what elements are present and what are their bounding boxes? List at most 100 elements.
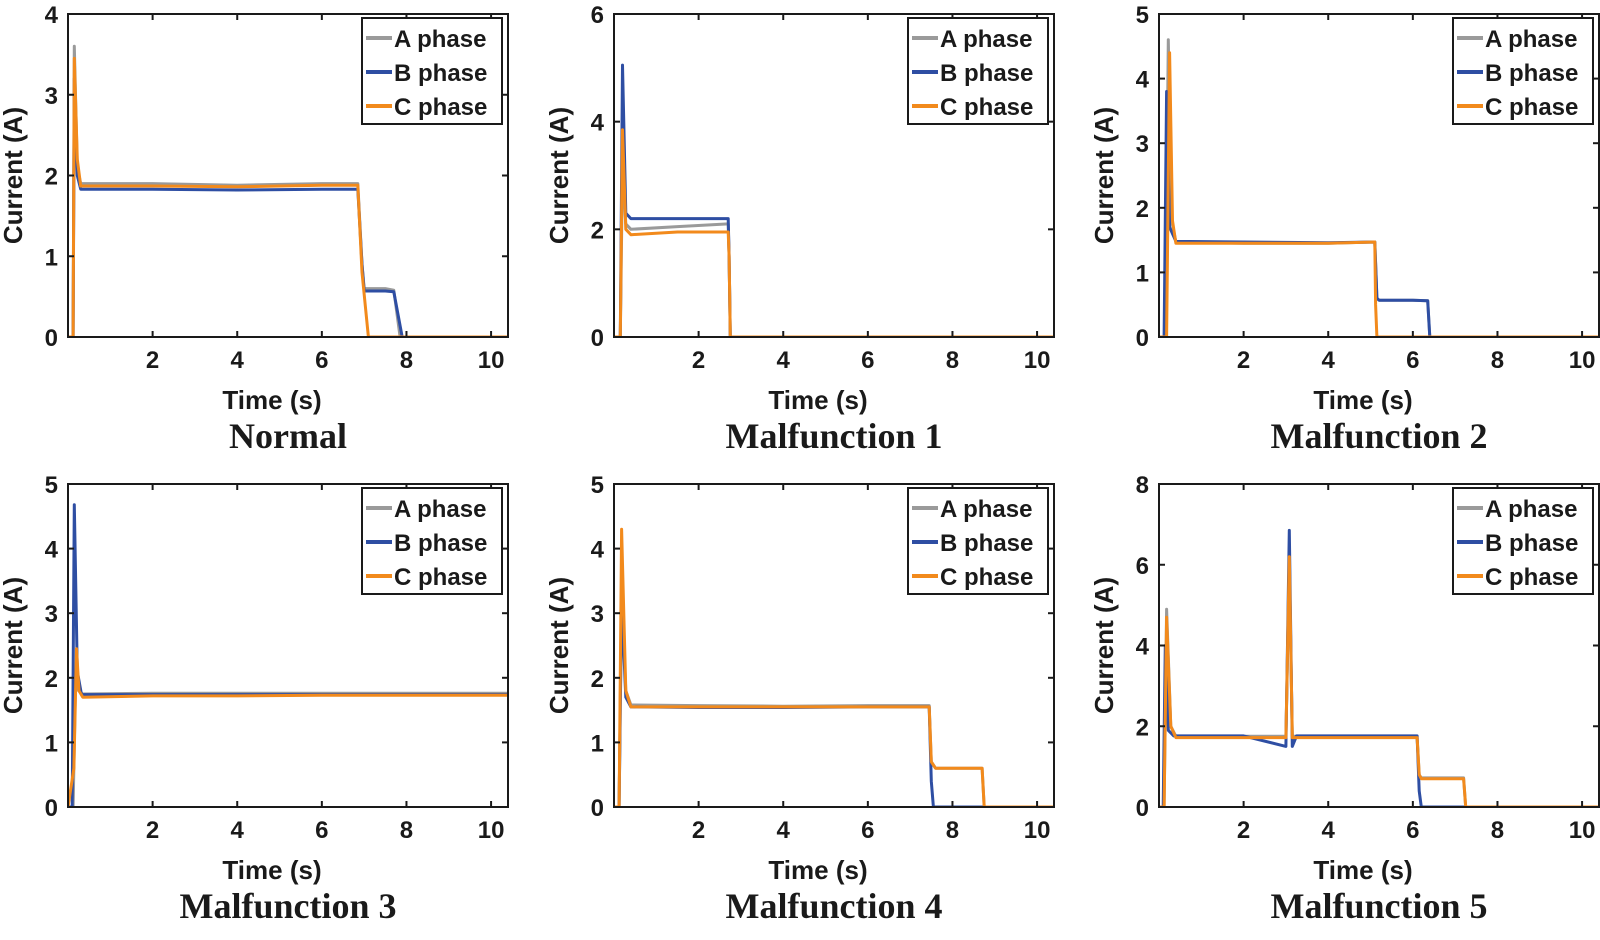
x-tick-label: 10 (1569, 817, 1596, 844)
y-tick-label: 4 (1136, 67, 1150, 94)
legend-entry: A phase (1485, 26, 1577, 53)
legend-entry: C phase (1485, 94, 1578, 121)
legend: A phase B phase C phase (1452, 17, 1594, 125)
series-group (1159, 528, 1599, 807)
y-tick-label: 3 (591, 601, 604, 628)
series-line-c (614, 527, 1054, 807)
y-axis-label: Current (A) (1089, 577, 1119, 714)
series-line-a (1159, 563, 1599, 807)
x-axis-label: Time (s) (222, 855, 321, 885)
x-tick-label: 6 (861, 817, 874, 844)
y-tick-label: 0 (1136, 795, 1149, 822)
series-line-c (614, 128, 1054, 337)
legend-entry: A phase (394, 26, 486, 53)
x-tick-label: 8 (400, 347, 413, 374)
series-line-c (1159, 51, 1599, 337)
x-tick-label: 10 (478, 817, 505, 844)
x-tick-label: 8 (1491, 817, 1504, 844)
legend: A phase B phase C phase (907, 487, 1049, 595)
legend-entry: A phase (940, 26, 1032, 53)
y-axis-label: Current (A) (544, 107, 574, 244)
legend-entry: C phase (1485, 564, 1578, 591)
legend-entry: A phase (940, 496, 1032, 523)
y-tick-label: 5 (45, 472, 58, 499)
series-line-c (1159, 555, 1599, 807)
x-tick-label: 4 (231, 817, 245, 844)
series-group (1159, 38, 1599, 337)
x-axis-label: Time (s) (222, 385, 321, 415)
axes-frame (613, 483, 1055, 808)
x-tick-label: 10 (478, 347, 505, 374)
y-tick-label: 3 (45, 601, 58, 628)
legend-entry: C phase (940, 94, 1033, 121)
axes-frame (67, 483, 509, 808)
y-tick-label: 3 (1136, 131, 1149, 158)
series-line-c (68, 647, 508, 807)
y-tick-label: 6 (591, 2, 604, 29)
y-tick-label: 2 (591, 666, 604, 693)
legend: A phase B phase C phase (361, 17, 503, 125)
x-tick-label: 4 (231, 347, 245, 374)
y-tick-label: 0 (45, 325, 58, 352)
x-tick-label: 8 (400, 817, 413, 844)
chart-panel-2: 2 4 6 8 10 0 2 4 6 Time (s) Current (A) Malfunction… (544, 2, 1055, 456)
y-tick-label: 2 (591, 217, 604, 244)
series-group (68, 44, 508, 337)
x-tick-label: 2 (1237, 347, 1250, 374)
y-tick-label: 4 (45, 537, 59, 564)
y-axis-label: Current (A) (1089, 107, 1119, 244)
legend: A phase B phase C phase (907, 17, 1049, 125)
y-axis-label: Current (A) (0, 577, 28, 714)
y-tick-label: 2 (45, 164, 58, 191)
x-tick-label: 4 (777, 817, 791, 844)
legend-entry: B phase (1485, 530, 1578, 557)
y-tick-label: 0 (591, 795, 604, 822)
y-axis-label: Current (A) (0, 107, 28, 244)
x-tick-label: 2 (1237, 817, 1250, 844)
panel-caption: Normal (229, 416, 347, 456)
chart-panel-1: 2 4 6 8 10 0 1 2 3 4 Time (s) Current (A) Normal A ph… (0, 2, 509, 456)
x-axis-label: Time (s) (768, 385, 867, 415)
y-tick-label: 4 (591, 110, 605, 137)
y-tick-label: 5 (591, 472, 604, 499)
series-line-a (614, 163, 1054, 337)
legend-entry: A phase (1485, 496, 1577, 523)
y-tick-label: 1 (45, 730, 58, 757)
series-line-b (1159, 90, 1599, 337)
chart-panel-6: 2 4 6 8 10 0 2 4 6 8 Time (s) Current (A) Malfunctio… (1089, 472, 1600, 926)
y-tick-label: 1 (45, 244, 58, 271)
axes-frame (1158, 13, 1600, 338)
y-tick-label: 2 (1136, 196, 1149, 223)
x-tick-label: 6 (315, 817, 328, 844)
panel-caption: Malfunction 3 (179, 886, 396, 926)
series-group (68, 503, 508, 807)
legend-entry: B phase (1485, 60, 1578, 87)
legend-entry: B phase (940, 530, 1033, 557)
series-line-b (614, 598, 1054, 807)
y-tick-label: 4 (591, 537, 605, 564)
legend-entry: C phase (394, 94, 487, 121)
legend: A phase B phase C phase (361, 487, 503, 595)
legend-entry: A phase (394, 496, 486, 523)
chart-panel-3: 2 4 6 8 10 0 1 2 3 4 5 Time (s) Current (A) Malfuncti… (1089, 2, 1600, 456)
x-tick-label: 10 (1024, 817, 1051, 844)
y-tick-label: 0 (45, 795, 58, 822)
legend-entry: B phase (394, 530, 487, 557)
x-tick-label: 4 (1322, 817, 1336, 844)
legend-entry: B phase (394, 60, 487, 87)
x-tick-label: 10 (1024, 347, 1051, 374)
y-tick-label: 4 (45, 2, 59, 29)
y-tick-label: 6 (1136, 553, 1149, 580)
y-tick-label: 0 (591, 325, 604, 352)
y-tick-label: 1 (591, 730, 604, 757)
y-tick-label: 8 (1136, 472, 1149, 499)
x-tick-label: 4 (777, 347, 791, 374)
x-tick-label: 6 (1406, 817, 1419, 844)
axes-frame (613, 13, 1055, 338)
legend-entry: C phase (940, 564, 1033, 591)
x-tick-label: 2 (692, 347, 705, 374)
x-tick-label: 2 (146, 817, 159, 844)
legend-entry: C phase (394, 564, 487, 591)
x-tick-label: 6 (315, 347, 328, 374)
